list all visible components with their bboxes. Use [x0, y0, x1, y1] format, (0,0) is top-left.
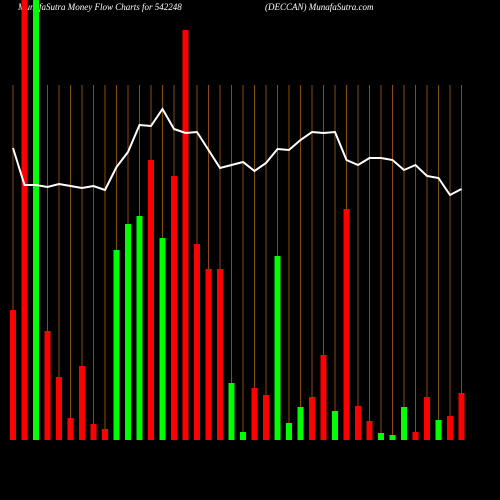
- bar: [263, 395, 269, 440]
- bar: [136, 216, 143, 440]
- bar: [10, 310, 16, 440]
- bar: [286, 423, 292, 440]
- bar: [205, 269, 212, 440]
- bar: [355, 406, 361, 440]
- bar: [21, 0, 28, 440]
- bar: [56, 377, 62, 440]
- bar: [297, 407, 304, 440]
- bar: [240, 432, 246, 440]
- bar: [159, 238, 166, 440]
- bar: [320, 355, 327, 440]
- bar: [435, 420, 442, 440]
- bar: [401, 407, 407, 440]
- bar: [447, 416, 453, 440]
- bar: [148, 160, 154, 440]
- chart-subtitle: (DECCAN) MunafaSutra.com: [265, 2, 374, 12]
- bar: [194, 244, 200, 440]
- bar: [366, 421, 373, 440]
- bar: [378, 433, 384, 440]
- bar: [44, 331, 51, 440]
- bar: [33, 0, 39, 440]
- bar: [90, 424, 97, 440]
- bar: [389, 435, 396, 440]
- bar: [113, 250, 120, 440]
- bar: [125, 224, 131, 440]
- bar: [79, 366, 85, 440]
- bar: [424, 397, 430, 440]
- money-flow-line: [12, 107, 462, 197]
- bar: [332, 411, 338, 440]
- bar: [171, 176, 177, 440]
- bar: [217, 269, 223, 440]
- chart-title: MunafaSutra Money Flow Charts for 542248: [17, 2, 182, 12]
- bar: [412, 432, 419, 440]
- bar: [274, 256, 281, 440]
- bar: [309, 397, 315, 440]
- bar: [102, 429, 108, 440]
- bar: [67, 418, 74, 440]
- bar: [458, 393, 465, 440]
- bar: [251, 388, 258, 440]
- bar: [228, 383, 235, 440]
- bar: [182, 30, 189, 440]
- bar: [343, 209, 350, 440]
